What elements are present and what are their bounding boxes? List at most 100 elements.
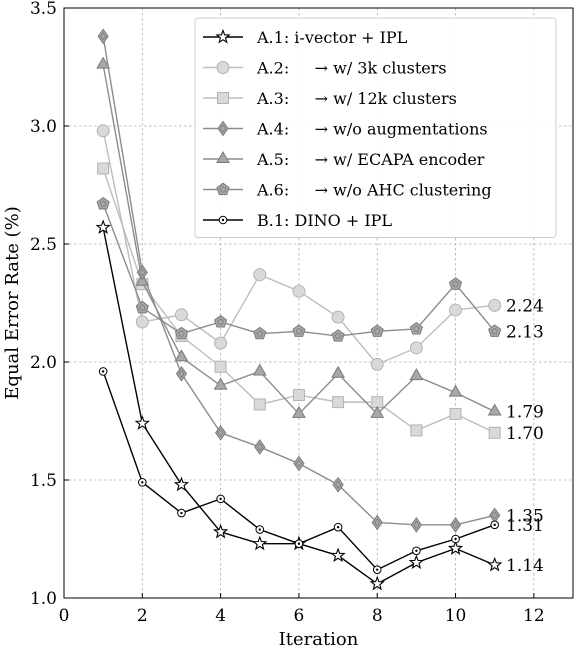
end-value-label: 1.79 [506, 403, 544, 423]
triangle-marker [96, 56, 111, 69]
end-value-label: 1.31 [506, 516, 544, 536]
y-tick-label: 3.0 [30, 117, 57, 137]
pentagon-marker [292, 324, 306, 337]
star-marker [134, 415, 150, 430]
pentagon-marker-inner [138, 304, 146, 311]
circle-marker [253, 268, 267, 282]
pentagon-marker-inner [413, 325, 420, 332]
diamond-marker-inner [256, 442, 263, 452]
star-marker [330, 547, 346, 563]
ring-marker-dot [297, 542, 301, 545]
ring-marker-dot [180, 511, 183, 515]
y-tick-label: 2.5 [30, 235, 57, 255]
end-value-label: 2.24 [506, 296, 544, 316]
pentagon-marker-inner [256, 330, 264, 337]
ring-marker-dot [415, 549, 418, 552]
circle-marker [370, 357, 384, 371]
legend-item: A.1: i-vector + IPL [203, 28, 408, 47]
pentagon-marker-inner [219, 186, 227, 193]
circle-marker [449, 303, 463, 317]
diamond-marker-inner [100, 32, 107, 41]
legend-label: A.2: → w/ 3k clusters [256, 59, 447, 78]
end-value-label: 2.13 [506, 322, 544, 342]
triangle-marker [174, 349, 189, 362]
legend-label: B.1: DINO + IPL [257, 211, 392, 230]
x-tick-label: 4 [215, 606, 226, 626]
diamond-marker-inner [219, 124, 227, 133]
y-tick-label: 3.5 [30, 0, 57, 19]
diamond-marker [293, 455, 305, 472]
legend-label: A.6: → w/o AHC clustering [256, 181, 492, 200]
x-tick-label: 10 [445, 606, 467, 626]
diamond-marker-inner [491, 511, 498, 520]
diamond-marker [410, 516, 422, 533]
square-marker [217, 92, 229, 104]
circle-marker [409, 341, 423, 355]
diamond-marker [371, 514, 383, 531]
diamond-marker [97, 28, 109, 45]
end-value-label: 1.14 [506, 556, 544, 576]
triangle-marker [487, 403, 502, 416]
square-marker [214, 360, 227, 373]
x-tick-label: 8 [372, 606, 383, 626]
end-value-label: 1.70 [506, 424, 544, 444]
legend-item: A.2: → w/ 3k clusters [203, 59, 447, 78]
diamond-marker-inner [413, 520, 420, 530]
pentagon-marker-inner [295, 327, 303, 335]
ring-marker-dot [101, 370, 105, 373]
pentagon-marker-inner [217, 318, 224, 325]
square-marker [410, 424, 423, 437]
pentagon-marker-inner [452, 280, 459, 287]
ring-marker-dot [258, 528, 261, 531]
ring-marker-dot [219, 497, 222, 501]
pentagon-marker [135, 300, 149, 314]
triangle-marker [291, 405, 306, 418]
x-tick-label: 0 [59, 606, 70, 626]
circle-marker [174, 308, 188, 322]
circle-marker [216, 61, 230, 74]
y-tick-label: 1.5 [30, 471, 57, 491]
diamond-marker-inner [178, 369, 185, 379]
square-marker [97, 162, 110, 175]
star-marker [212, 523, 229, 539]
circle-marker [292, 284, 306, 298]
legend-label: A.4: → w/o augmentations [256, 120, 488, 139]
end-value-labels: 2.24 2.13 1.791.70 1.351.31 1.14 [506, 296, 544, 576]
diamond-marker-inner [295, 459, 303, 468]
series-2 [96, 124, 502, 371]
legend-label: A.3: → w/ 12k clusters [256, 89, 457, 108]
ring-marker-dot [493, 523, 496, 527]
star-marker [487, 556, 503, 572]
circle-marker [135, 315, 149, 329]
triangle-marker [252, 363, 267, 376]
x-tick-label: 12 [523, 606, 545, 626]
triangle-marker [370, 405, 385, 418]
diamond-marker [254, 439, 266, 455]
square-marker [292, 389, 305, 402]
legend: A.1: i-vector + IPL A.2: → w/ 3k clusters… [194, 17, 557, 238]
diamond-marker [449, 516, 462, 533]
legend-item: A.6: → w/o AHC clustering [203, 181, 492, 200]
diamond-marker [332, 476, 344, 493]
pentagon-marker-inner [373, 327, 381, 335]
series-7 [98, 367, 499, 574]
x-tick-label: 6 [294, 606, 305, 626]
square-marker [332, 396, 345, 409]
diamond-marker-inner [452, 520, 459, 530]
pentagon-marker [331, 329, 345, 342]
star-marker [173, 476, 190, 492]
pentagon-marker-inner [334, 332, 342, 339]
pentagon-marker [216, 182, 230, 196]
x-axis-title: Iteration [279, 629, 359, 648]
legend-box [194, 17, 557, 238]
pentagon-marker [409, 322, 423, 335]
series-layer [95, 28, 503, 591]
pentagon-marker [214, 314, 228, 328]
circle-marker [488, 298, 502, 312]
diamond-marker-inner [374, 518, 381, 527]
ring-marker-dot [141, 481, 144, 484]
plot-frame [63, 7, 574, 599]
square-marker [449, 407, 462, 420]
pentagon-marker [448, 277, 463, 290]
